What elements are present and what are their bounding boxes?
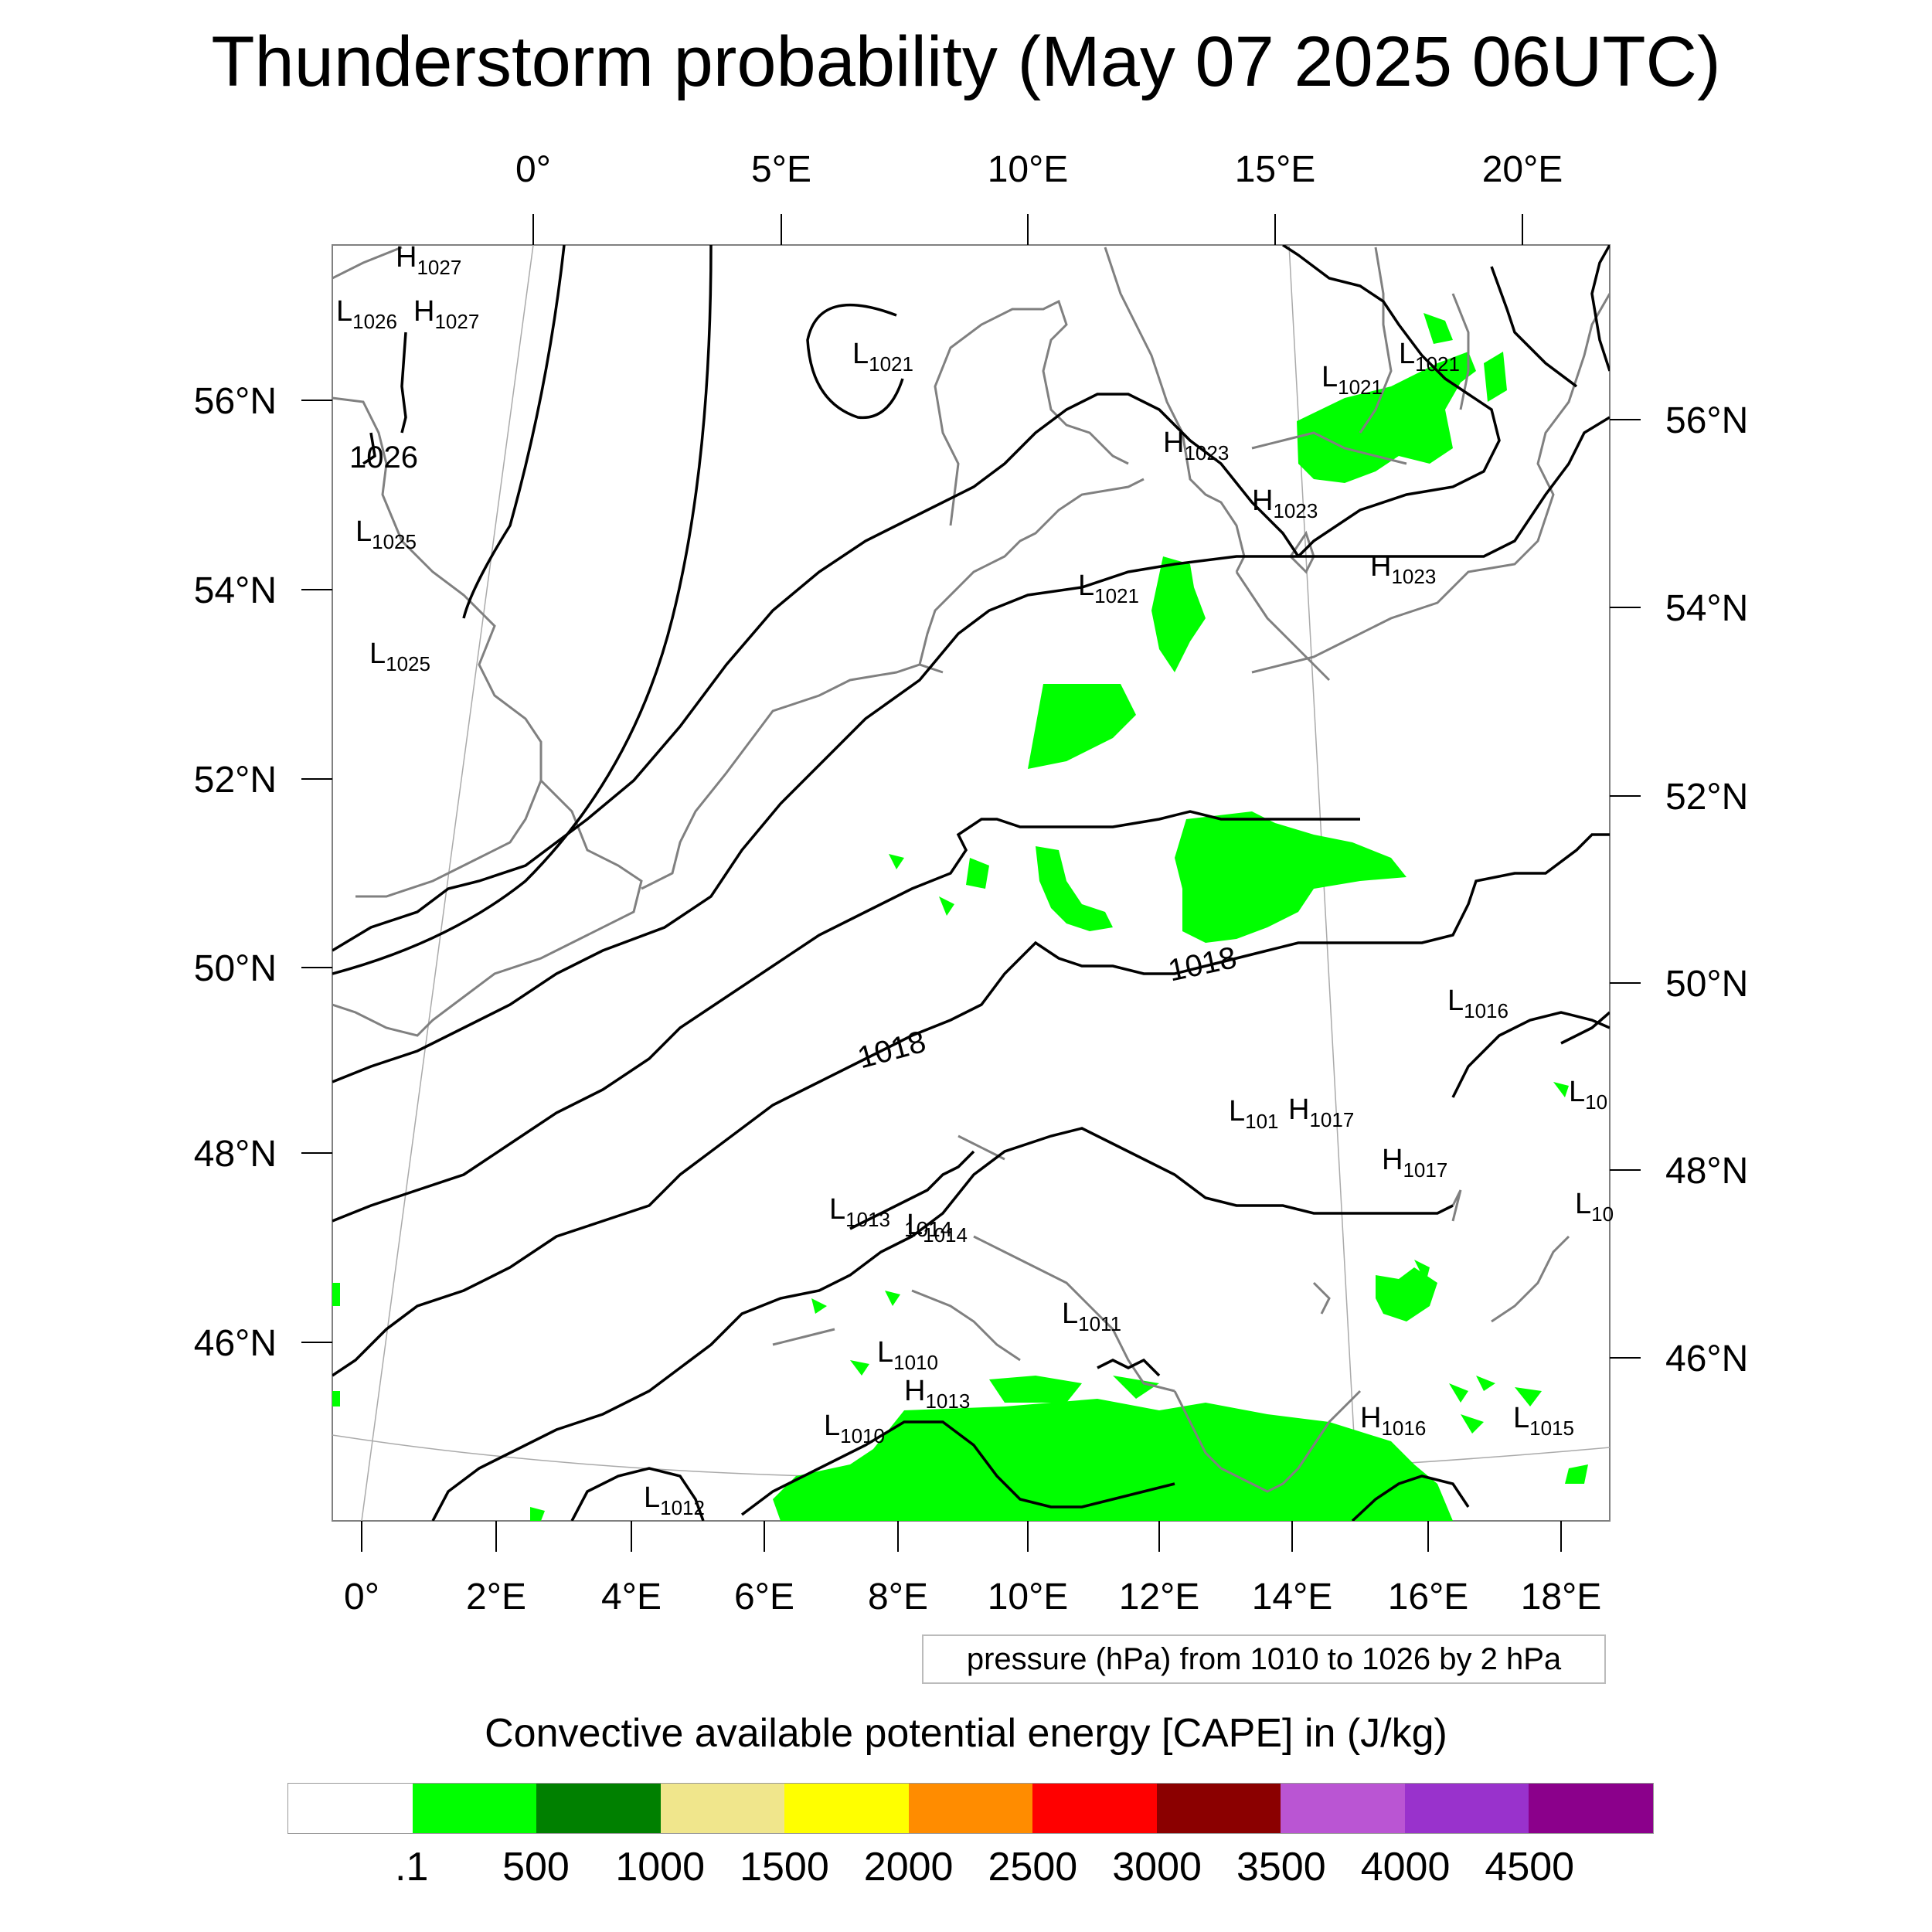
colorbar-label: 500	[502, 1845, 570, 1889]
left-lat-labels: 56°N 54°N 52°N 50°N 48°N 46°N	[194, 381, 277, 1364]
low-pressure-label: L1021	[1078, 570, 1139, 607]
lon-label: 5°E	[751, 149, 811, 190]
lat-label: 46°N	[194, 1323, 277, 1364]
lon-label: 20°E	[1482, 149, 1563, 190]
low-pressure-label: L1010	[877, 1336, 938, 1374]
lon-label: 0°	[515, 149, 551, 190]
lon-label: 0°	[344, 1577, 379, 1617]
pressure-note-box: pressure (hPa) from 1010 to 1026 by 2 hP…	[922, 1634, 1606, 1684]
lat-label: 50°N	[1665, 964, 1748, 1005]
high-pressure-label: H1023	[1370, 550, 1436, 588]
contour-label: 1014	[904, 1217, 952, 1241]
high-pressure-label: H1023	[1163, 427, 1229, 464]
colorbar-label: .1	[395, 1845, 429, 1889]
lon-label: 14°E	[1252, 1577, 1333, 1617]
lon-label: 16°E	[1388, 1577, 1469, 1617]
lon-label: 18°E	[1521, 1577, 1602, 1617]
low-pressure-label: L10	[1575, 1188, 1614, 1226]
low-pressure-label: L1011	[1062, 1298, 1121, 1335]
low-pressure-label: L1014	[906, 1209, 968, 1247]
tick-marks	[301, 214, 1641, 1552]
low-pressure-label: L101	[1229, 1095, 1279, 1133]
pressure-note: pressure (hPa) from 1010 to 1026 by 2 hP…	[966, 1641, 1562, 1676]
high-pressure-label: H1027	[413, 295, 479, 333]
colorbar-swatch	[1156, 1784, 1281, 1833]
isobars	[332, 245, 1610, 1521]
colorbar-swatch	[1404, 1784, 1529, 1833]
low-pressure-label: L1025	[355, 515, 417, 553]
top-lon-labels: 0° 5°E 10°E 15°E 20°E	[515, 149, 1563, 190]
colorbar-swatch	[1032, 1784, 1157, 1833]
colorbar-label: 4500	[1485, 1845, 1575, 1889]
low-pressure-label: L1013	[829, 1193, 890, 1231]
lon-label: 8°E	[868, 1577, 928, 1617]
lat-label: 48°N	[1665, 1151, 1748, 1192]
lat-label: 54°N	[1665, 588, 1748, 629]
colorbar-label: 2000	[863, 1845, 954, 1889]
low-pressure-label: L1015	[1513, 1402, 1574, 1440]
low-pressure-label: L1010	[824, 1410, 885, 1447]
cape-areas	[332, 313, 1588, 1521]
colorbar-swatch	[412, 1784, 537, 1833]
coastlines	[332, 246, 1610, 1493]
low-pressure-label: L1012	[644, 1481, 705, 1519]
right-lat-labels: 56°N 54°N 52°N 50°N 48°N 46°N	[1665, 400, 1748, 1379]
colorbar-label: 1500	[740, 1845, 829, 1889]
low-pressure-label: L1021	[852, 338, 913, 376]
cape-legend-title: Convective available potential energy [C…	[485, 1711, 1447, 1756]
lon-label: 10°E	[988, 1577, 1069, 1617]
colorbar-swatch	[908, 1784, 1033, 1833]
high-pressure-label: H1023	[1252, 485, 1318, 522]
colorbar-swatch	[660, 1784, 785, 1833]
low-pressure-label: L1021	[1399, 338, 1460, 376]
colorbar-swatch	[536, 1784, 661, 1833]
low-pressure-label: L1025	[369, 638, 430, 675]
colorbar-label: 4000	[1360, 1845, 1451, 1889]
low-pressure-label: L10	[1569, 1076, 1607, 1114]
lat-label: 46°N	[1665, 1338, 1748, 1379]
colorbar-label: 2500	[988, 1845, 1078, 1889]
colorbar-label: 1000	[615, 1845, 706, 1889]
lat-label: 56°N	[194, 381, 277, 422]
colorbar-label: 3000	[1112, 1845, 1202, 1889]
lat-label: 56°N	[1665, 400, 1748, 441]
contour-labels: 1026 1018 1018 1014	[349, 440, 1240, 1241]
high-pressure-label: H1017	[1382, 1144, 1447, 1182]
bottom-lon-labels: 0° 2°E 4°E 6°E 8°E 10°E 12°E 14°E 16°E 1…	[344, 1577, 1601, 1617]
lat-label: 54°N	[194, 570, 277, 611]
high-pressure-label: H1013	[904, 1375, 970, 1413]
colorbar-swatch	[1529, 1784, 1654, 1833]
lon-label: 10°E	[988, 149, 1069, 190]
lat-label: 50°N	[194, 948, 277, 989]
contour-label: 1026	[349, 440, 418, 474]
low-pressure-label: L1016	[1447, 985, 1509, 1022]
high-pressure-label: H1027	[396, 241, 461, 279]
chart-title: Thunderstorm probability (May 07 2025 06…	[211, 22, 1721, 101]
cape-colorbar	[287, 1783, 1654, 1834]
colorbar-label: 3500	[1236, 1845, 1326, 1889]
lon-label: 12°E	[1119, 1577, 1200, 1617]
lat-label: 52°N	[194, 760, 277, 801]
low-pressure-label: L1021	[1321, 361, 1383, 399]
high-pressure-label: H1016	[1360, 1402, 1426, 1440]
lon-label: 2°E	[466, 1577, 526, 1617]
lat-label: 48°N	[194, 1134, 277, 1175]
pressure-center-labels: H1027 L1026 H1027 L1021 L1025 L1025 L1021 L1021…	[336, 241, 1614, 1519]
low-pressure-label: L1026	[336, 295, 397, 333]
high-pressure-label: H1017	[1288, 1094, 1354, 1131]
colorbar-swatch	[1281, 1784, 1405, 1833]
lon-label: 15°E	[1235, 149, 1316, 190]
colorbar-swatch	[784, 1784, 909, 1833]
lat-label: 52°N	[1665, 777, 1748, 818]
lon-label: 6°E	[734, 1577, 794, 1617]
cape-colorbar-labels: .1 500 1000 1500 2000 2500 3000 3500 4000 4500	[0, 1844, 1932, 1898]
colorbar-swatch	[288, 1784, 413, 1833]
lon-label: 4°E	[601, 1577, 662, 1617]
